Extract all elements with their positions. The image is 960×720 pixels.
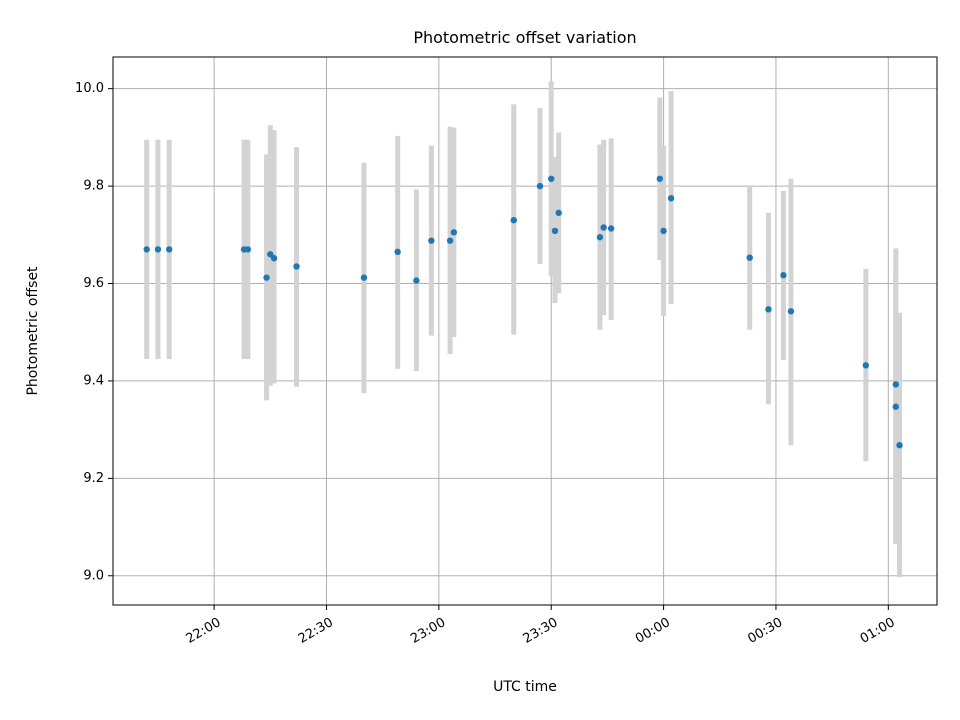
data-point [765,306,772,313]
grid [113,57,937,605]
y-tick-label: 9.0 [83,568,104,583]
data-point [596,234,604,241]
data-point [548,175,555,182]
data-point [892,403,899,410]
plot-frame [112,56,938,606]
data-point [536,182,544,190]
data-point [270,254,278,262]
data-point [780,272,787,279]
plot-area [113,57,937,605]
data-point [154,246,162,253]
data-point [607,225,615,232]
data-point [143,246,150,253]
data-point [263,274,270,281]
data-points [143,175,903,449]
x-axis-label: UTC time [493,679,557,695]
y-tick-label: 9.8 [83,179,104,194]
data-point [394,248,401,256]
data-point [892,381,899,388]
data-point [656,175,664,182]
data-point [551,227,559,235]
data-point [360,274,368,281]
y-tick-label: 9.2 [83,471,104,486]
data-point [165,246,173,253]
y-tick-label: 9.4 [83,373,104,388]
ticks: 22:00 22:30 23:00 23:30 00:00 00:30 01:009.09.… [75,81,898,647]
data-point [446,237,454,244]
data-point [413,277,420,284]
y-tick-label: 9.6 [83,276,104,291]
y-axis-label: Photometric offset [25,266,41,396]
chart-title: Photometric offset variation [413,28,636,47]
data-point [555,209,562,217]
data-point [244,246,252,253]
data-point [428,237,435,244]
data-point [660,227,667,235]
data-point [746,254,753,261]
data-point [862,362,870,369]
data-point [896,442,903,449]
data-point [293,263,300,270]
data-point [667,195,675,202]
data-point [600,224,607,231]
data-point [510,216,517,224]
data-point [450,229,458,236]
data-point [787,308,795,315]
y-tick-label: 10.0 [75,81,104,96]
